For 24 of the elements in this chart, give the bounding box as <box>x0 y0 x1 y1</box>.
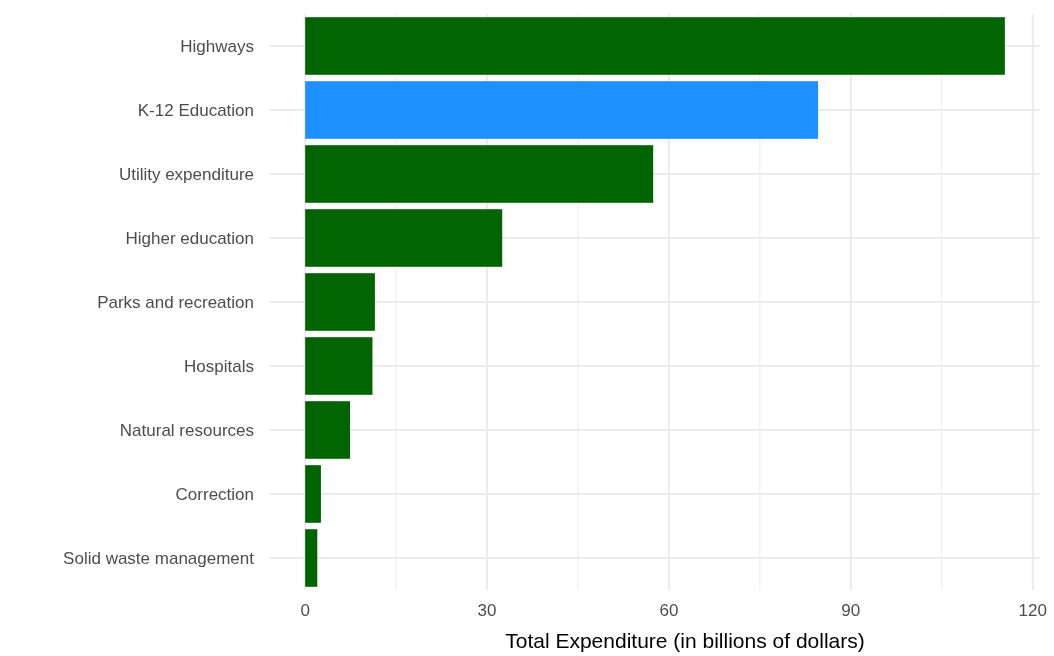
x-tick-label: 90 <box>841 601 861 620</box>
y-tick-label: Highways <box>180 36 254 56</box>
y-tick-label: Higher education <box>125 228 254 248</box>
bar <box>305 81 819 139</box>
x-axis-title: Total Expenditure (in billions of dollars) <box>505 629 865 652</box>
y-tick-label: Correction <box>175 484 254 504</box>
bar <box>305 273 375 331</box>
x-tick-label: 30 <box>477 601 497 620</box>
bar <box>305 529 318 587</box>
bar <box>305 209 503 267</box>
x-tick-label: 60 <box>659 601 679 620</box>
bar <box>305 145 654 203</box>
bar <box>305 401 351 459</box>
x-tick-label: 0 <box>300 601 310 620</box>
y-tick-label: K-12 Education <box>137 100 254 120</box>
y-tick-label: Natural resources <box>119 420 254 440</box>
bar <box>305 465 321 523</box>
y-tick-label: Solid waste management <box>63 548 255 568</box>
x-tick-label: 120 <box>1018 601 1047 620</box>
y-tick-label: Utility expenditure <box>118 164 254 184</box>
y-tick-label: Parks and recreation <box>97 292 254 312</box>
bar <box>305 337 373 395</box>
y-tick-label: Hospitals <box>184 356 254 376</box>
bar <box>305 17 1005 75</box>
